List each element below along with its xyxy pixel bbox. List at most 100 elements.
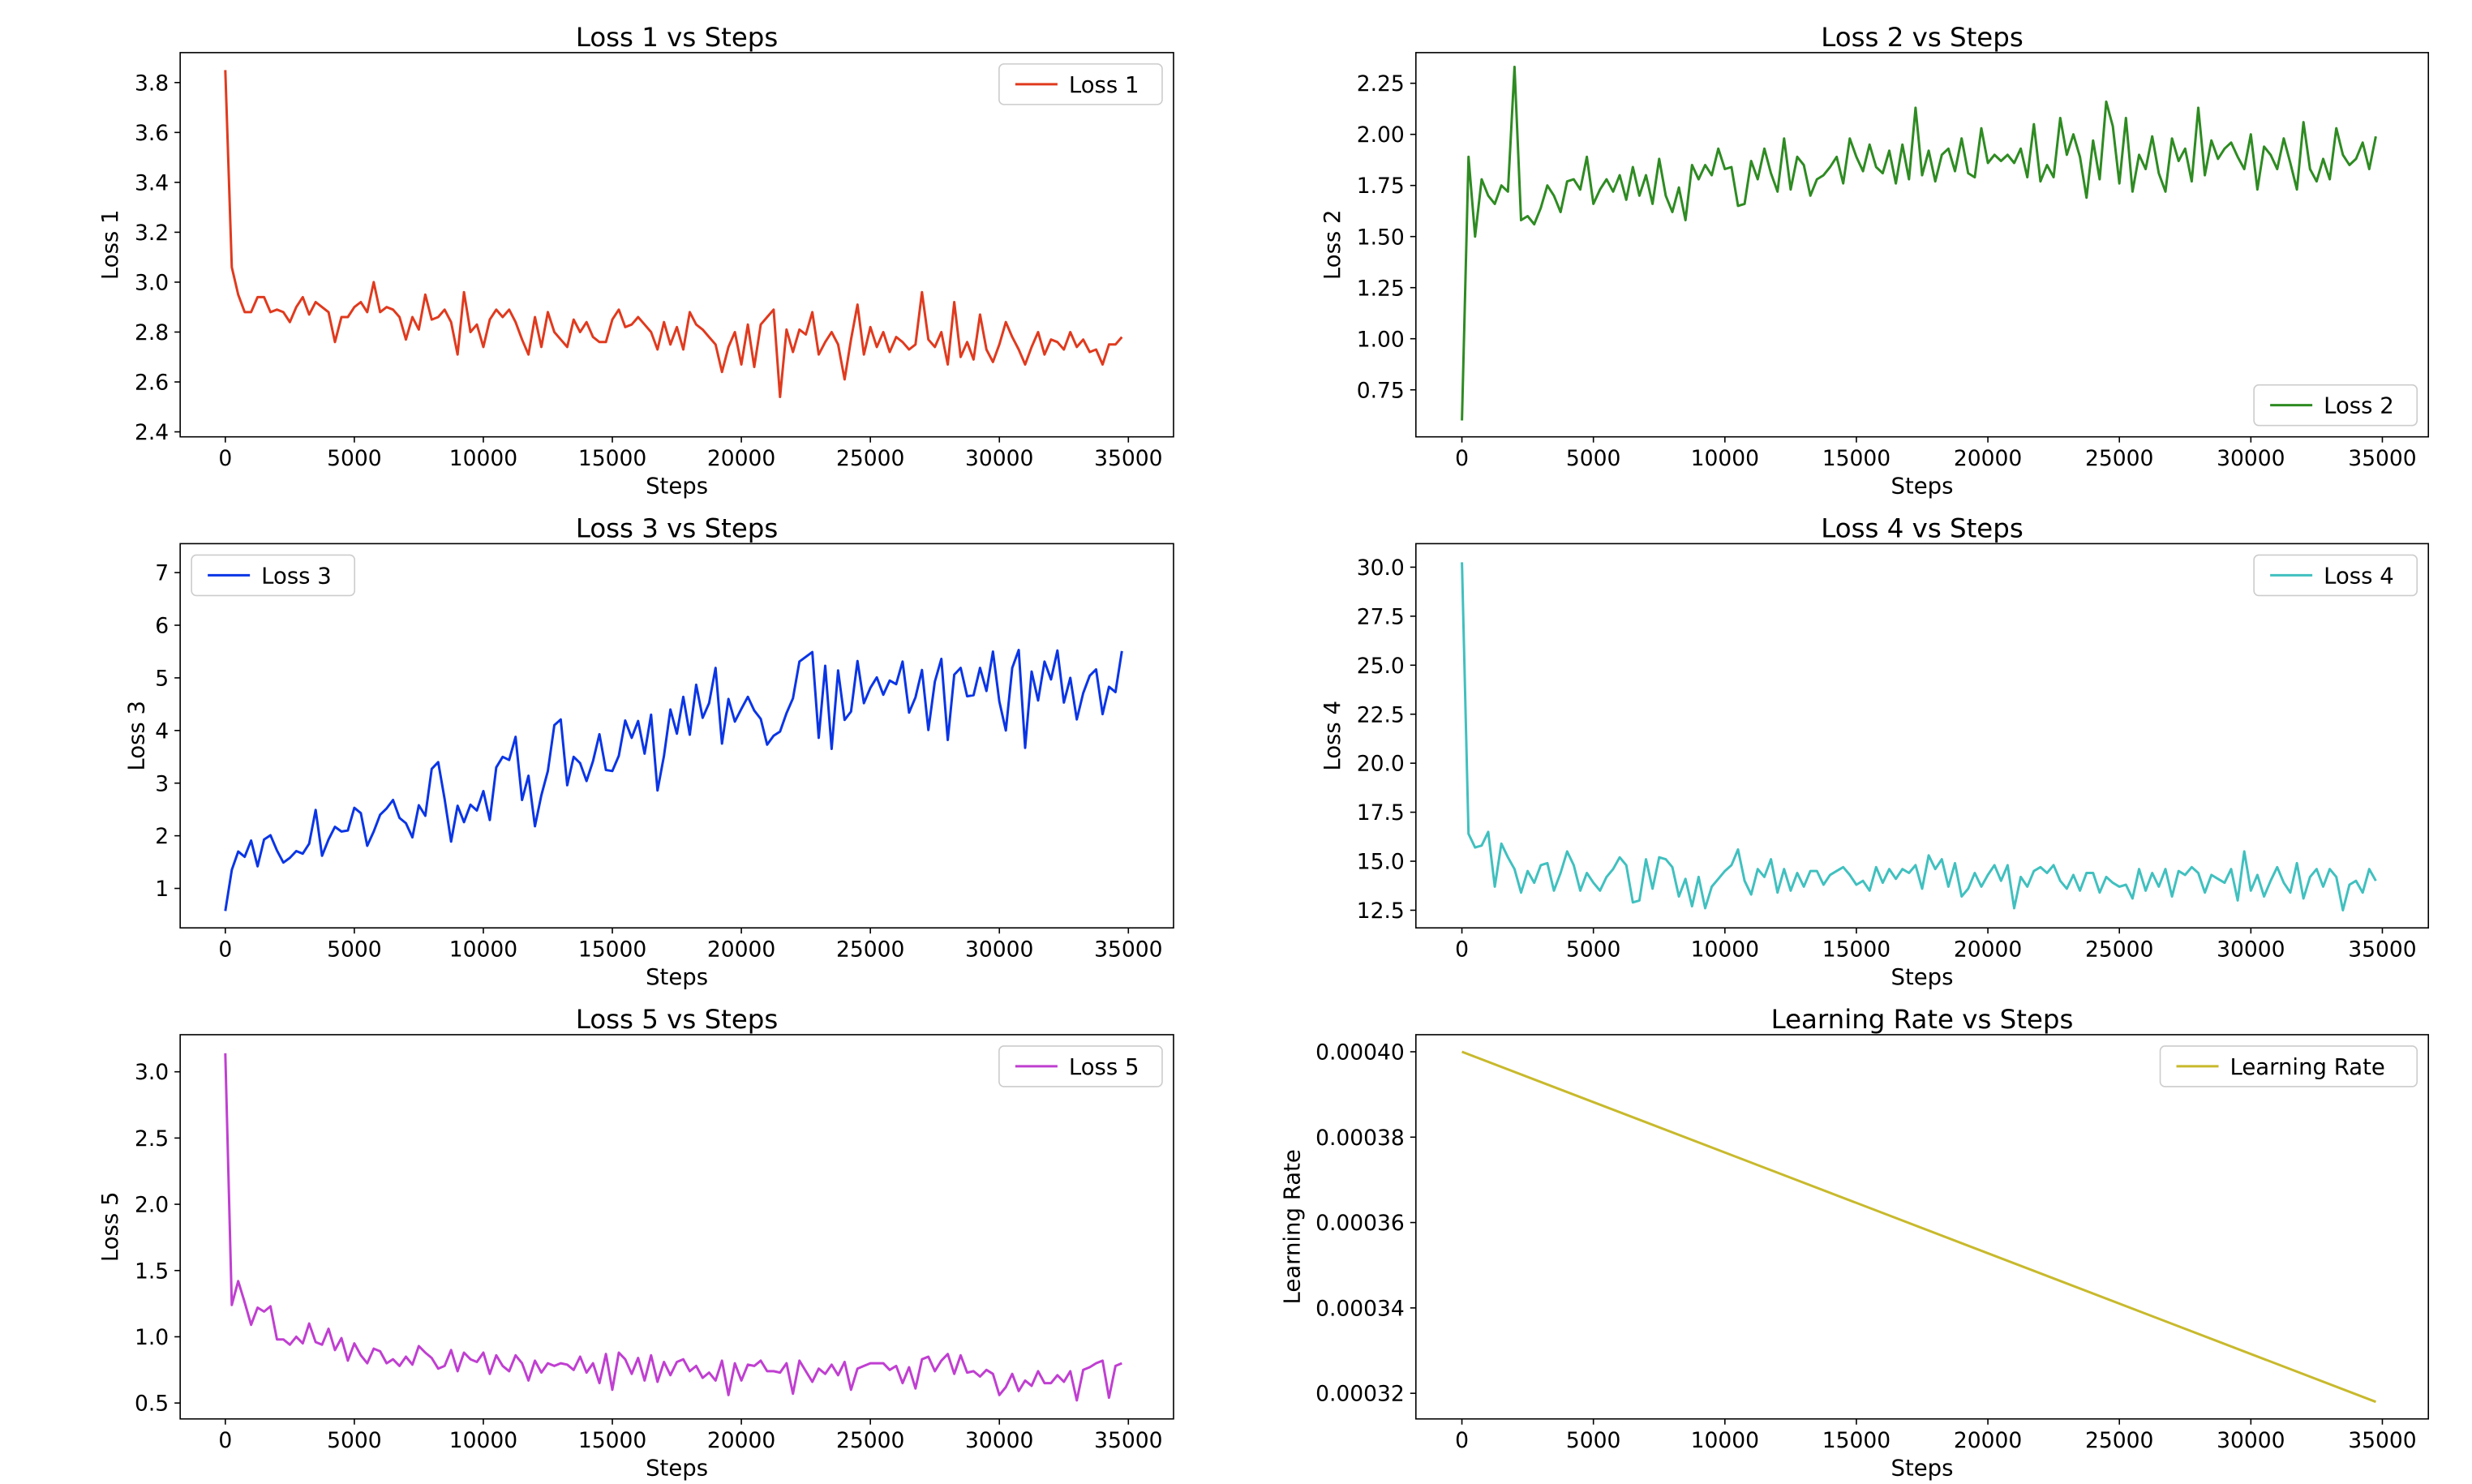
plot-frame [179,1034,1174,1420]
x-tick-label: 35000 [2348,937,2416,962]
x-tick-label: 20000 [1954,446,2022,471]
y-tick-label: 0.00032 [1315,1382,1405,1407]
y-tick-label: 15.0 [1357,850,1405,875]
y-tick-label: 2.5 [135,1126,169,1152]
chart-title: Loss 5 vs Steps [576,1004,778,1035]
series-line-1 [224,1053,1122,1402]
x-tick-label: 30000 [2217,937,2285,962]
legend-box [2253,384,2418,427]
x-tick-label: 15000 [578,446,646,471]
x-tick-label: 0 [218,1428,232,1453]
legend: Loss 4 [2253,554,2418,597]
x-tick-label: 10000 [449,446,517,471]
legend-label: Loss 1 [1069,72,1139,98]
x-tick-label: 30000 [2217,446,2285,471]
x-tick-label: 0 [218,446,232,471]
y-tick-label: 12.5 [1357,899,1405,924]
x-axis-label: Steps [1891,964,1954,990]
x-tick-label: 15000 [1822,937,1890,962]
x-tick-label: 10000 [1691,937,1759,962]
series-line-1 [1461,1050,2376,1404]
x-tick-label: 0 [1455,937,1469,962]
chart-panel-1: Loss 1 vs Steps 0 5000 10000 15000 20000 25000… [97,22,1174,500]
series-line-1 [1461,562,2377,911]
y-tick-label: 25.0 [1357,654,1405,679]
x-tick-label: 25000 [2085,1428,2153,1453]
y-tick-label: 4 [155,718,169,744]
legend-box [191,554,356,597]
x-tick-label: 25000 [2085,446,2153,471]
y-tick-label: 0.75 [1357,378,1405,403]
legend-label: Learning Rate [2230,1054,2385,1080]
legend: Loss 1 [998,63,1163,105]
y-tick-label: 0.00040 [1315,1040,1405,1066]
x-tick-label: 20000 [707,446,775,471]
x-tick-label: 30000 [965,446,1033,471]
y-tick-label: 3 [155,771,169,796]
y-axis-label: Learning Rate [1280,1149,1306,1304]
chart-panel-4: Loss 4 vs Steps 0 5000 10000 15000 20000 25000… [1320,513,2430,990]
x-tick-label: 20000 [1954,1428,2022,1453]
x-tick-label: 35000 [1094,937,1162,962]
y-tick-label: 2.4 [135,420,169,445]
x-tick-label: 35000 [1094,1428,1162,1453]
x-tick-label: 30000 [2217,1428,2285,1453]
x-tick-label: 30000 [965,937,1033,962]
y-tick-label: 2.6 [135,371,169,396]
x-tick-label: 10000 [1691,1428,1759,1453]
chart-panel-5: Loss 5 vs Steps 0 5000 10000 15000 20000 25000… [97,1004,1174,1482]
y-tick-label: 2.0 [135,1193,169,1218]
y-tick-label: 17.5 [1357,800,1405,826]
plot-frame [179,543,1174,929]
x-tick-label: 0 [218,937,232,962]
x-tick-label: 20000 [1954,937,2022,962]
y-tick-label: 1 [155,877,169,902]
x-tick-label: 5000 [1566,937,1621,962]
x-axis-label: Steps [646,1456,708,1482]
legend: Loss 5 [998,1045,1163,1087]
x-tick-label: 35000 [2348,1428,2416,1453]
x-tick-label: 20000 [707,937,775,962]
y-tick-label: 1.25 [1357,276,1405,301]
y-tick-label: 1.5 [135,1259,169,1284]
y-tick-label: 3.0 [135,1060,169,1085]
x-tick-label: 25000 [836,446,904,471]
y-tick-label: 20.0 [1357,752,1405,777]
x-tick-label: 5000 [1566,1428,1621,1453]
legend-label: Loss 4 [2324,563,2394,589]
legend-label: Loss 2 [2324,393,2394,419]
x-tick-label: 35000 [2348,446,2416,471]
legend-box [2253,554,2418,597]
x-tick-label: 10000 [1691,446,1759,471]
y-tick-label: 22.5 [1357,702,1405,727]
y-tick-label: 30.0 [1357,555,1405,581]
y-tick-label: 2 [155,824,169,849]
y-axis-label: Loss 4 [1320,701,1345,771]
chart-title: Learning Rate vs Steps [1771,1004,2074,1035]
x-tick-label: 30000 [965,1428,1033,1453]
x-tick-label: 5000 [327,1428,382,1453]
x-tick-label: 5000 [327,446,382,471]
x-tick-label: 25000 [836,937,904,962]
legend: Loss 3 [191,554,356,597]
chart-title: Loss 1 vs Steps [576,22,778,53]
y-axis-label: Loss 3 [124,701,150,771]
legend-box [998,1045,1163,1087]
x-tick-label: 15000 [1822,446,1890,471]
y-tick-label: 5 [155,666,169,691]
y-tick-label: 0.5 [135,1392,169,1417]
x-tick-label: 10000 [449,937,517,962]
plot-frame [179,52,1174,438]
legend: Learning Rate [2159,1045,2418,1087]
x-axis-label: Steps [1891,474,1954,500]
series-line-1 [1461,66,2377,421]
y-tick-label: 27.5 [1357,604,1405,629]
series-line-1 [224,649,1123,911]
chart-panel-6: Learning Rate vs Steps 0 5000 10000 15000 200… [1280,1004,2430,1482]
x-axis-label: Steps [1891,1456,1954,1482]
plot-frame [1415,52,2430,438]
chart-title: Loss 3 vs Steps [576,513,778,543]
y-tick-label: 7 [155,561,169,586]
x-tick-label: 15000 [578,1428,646,1453]
